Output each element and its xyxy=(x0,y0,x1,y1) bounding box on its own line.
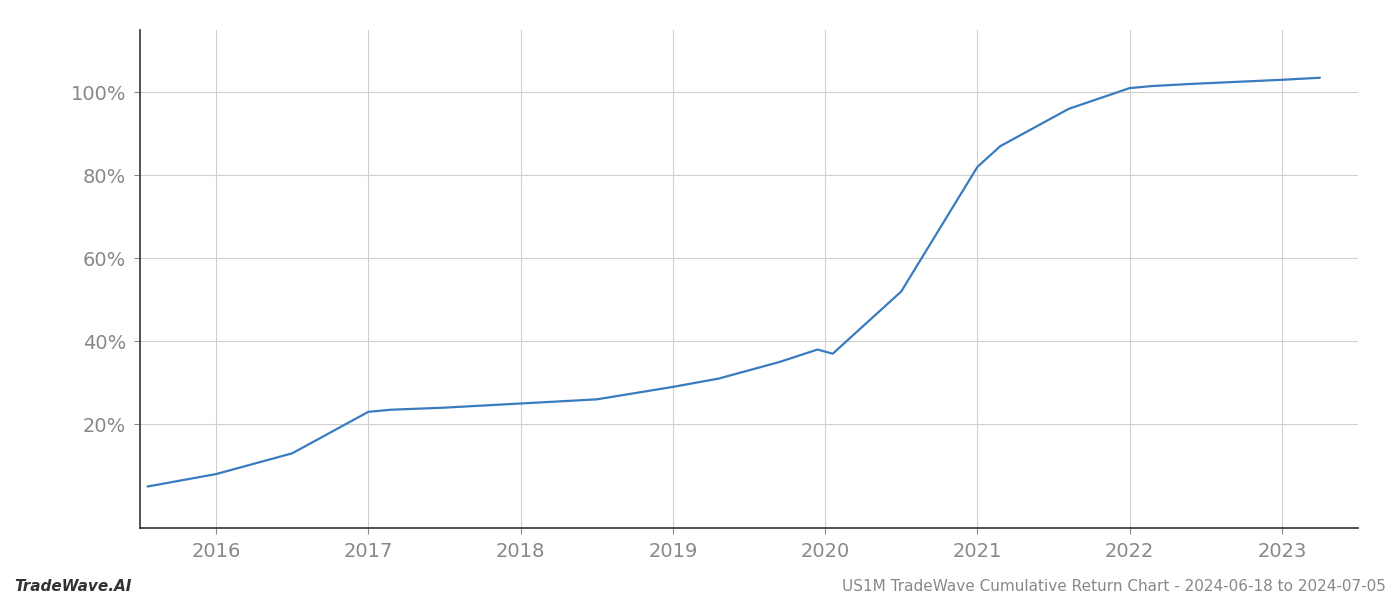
Text: TradeWave.AI: TradeWave.AI xyxy=(14,579,132,594)
Text: US1M TradeWave Cumulative Return Chart - 2024-06-18 to 2024-07-05: US1M TradeWave Cumulative Return Chart -… xyxy=(843,579,1386,594)
